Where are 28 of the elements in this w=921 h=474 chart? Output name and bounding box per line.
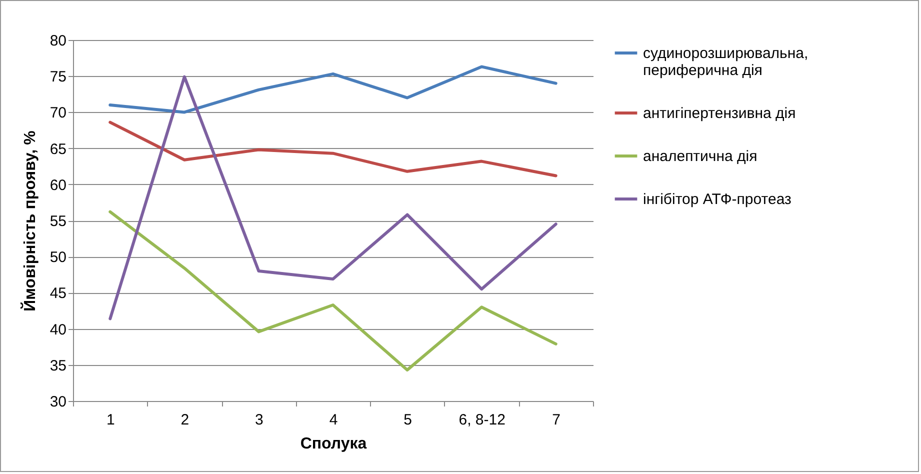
line-series bbox=[108, 65, 558, 114]
x-tick-label: 6, 8-12 bbox=[458, 412, 506, 428]
y-tick-label: 65 bbox=[50, 140, 66, 158]
y-tick-label: 70 bbox=[50, 104, 66, 122]
x-tick-label: 1 bbox=[106, 412, 115, 428]
y-tick-label: 35 bbox=[50, 357, 66, 374]
x-tick-label: 5 bbox=[404, 412, 412, 428]
x-tick-label: 3 bbox=[255, 412, 264, 428]
legend-label: аналептична дія bbox=[643, 148, 758, 165]
line-series bbox=[108, 120, 558, 178]
legend-label: судинорозширювальна, периферична дія bbox=[643, 45, 808, 79]
y-tick-label: 40 bbox=[50, 321, 66, 338]
x-tick-label: 4 bbox=[329, 412, 338, 428]
y-tick-label: 60 bbox=[50, 176, 66, 194]
line-series bbox=[108, 75, 558, 320]
y-tick-label: 80 bbox=[50, 32, 66, 50]
y-tick-label: 55 bbox=[50, 213, 66, 230]
y-tick-label: 30 bbox=[50, 394, 66, 410]
x-tick-label: 7 bbox=[552, 412, 561, 428]
y-tick-label: 75 bbox=[50, 68, 66, 86]
y-tick-label: 50 bbox=[50, 249, 66, 266]
y-tick-label: 45 bbox=[50, 285, 66, 302]
x-tick-label: 2 bbox=[180, 412, 190, 428]
legend-label: інгібітор АТФ-протеаз bbox=[643, 191, 792, 208]
y-axis-title: Ймовірність прояву, % bbox=[20, 130, 39, 312]
legend-label: антигіпертензивна дія bbox=[643, 105, 796, 122]
line-series bbox=[108, 210, 558, 372]
x-axis-title: Сполука bbox=[300, 436, 367, 452]
